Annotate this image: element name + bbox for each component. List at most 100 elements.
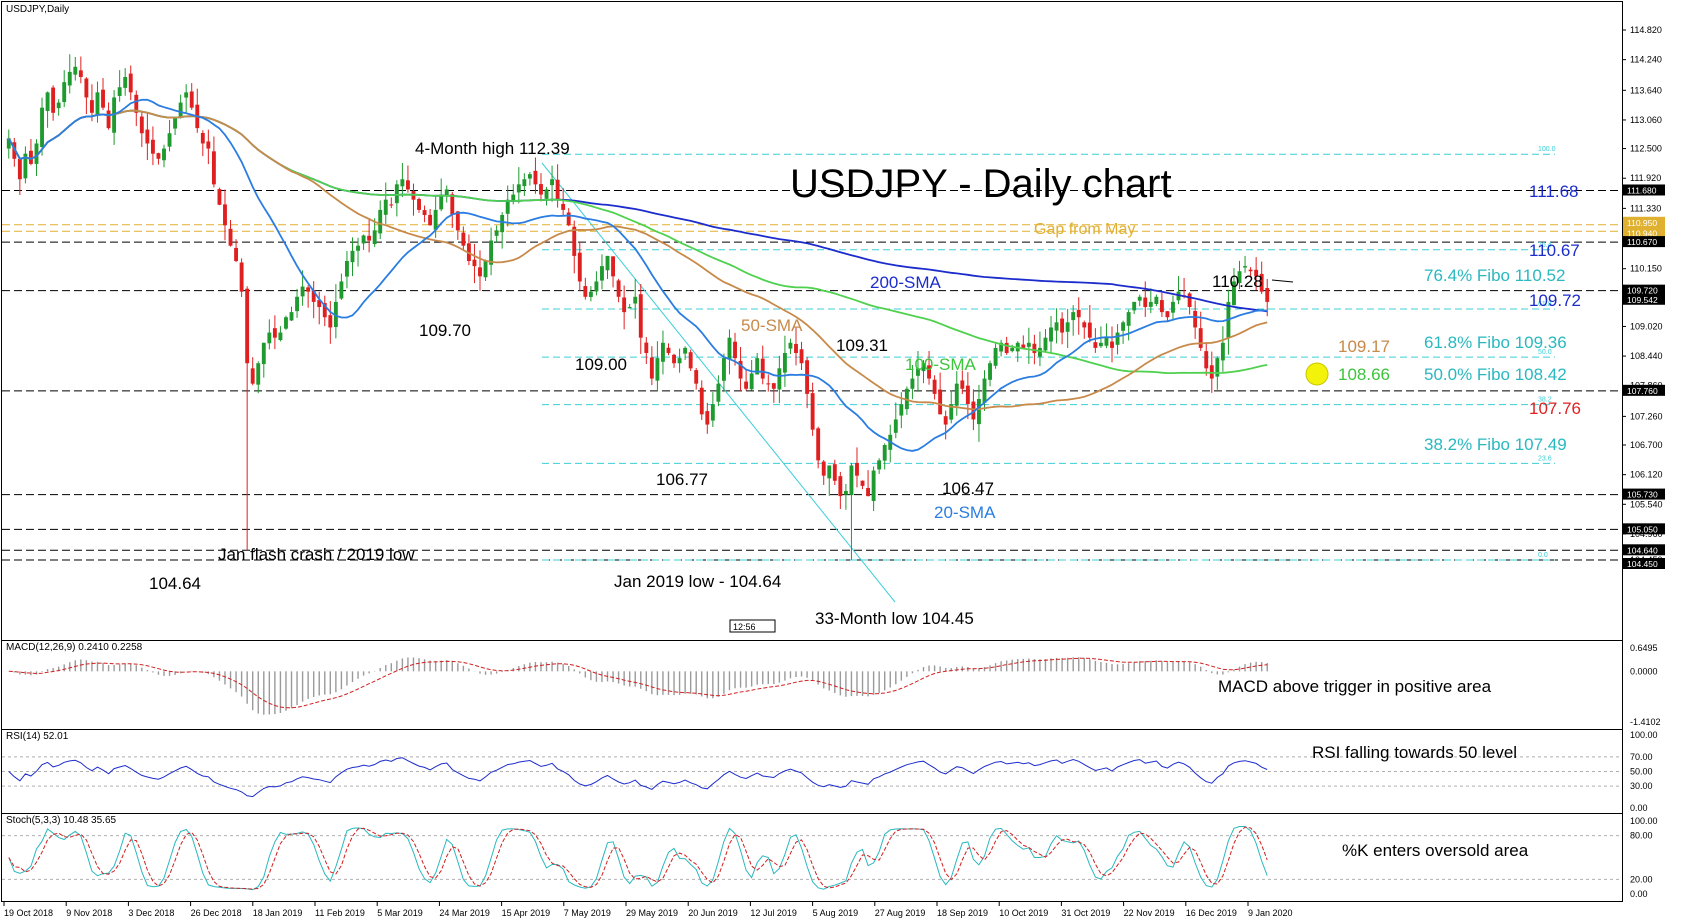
date-tick-label: 7 May 2019: [564, 908, 611, 918]
candle-body: [311, 290, 316, 302]
candle-body: [1071, 312, 1076, 321]
candle-body: [1082, 322, 1087, 328]
candle-body: [916, 368, 920, 376]
candle-body: [605, 255, 610, 271]
candle-body: [1187, 293, 1192, 308]
stoch-plot: [2, 826, 1622, 891]
stoch-panel-border: [1, 813, 1623, 902]
candle-body: [56, 102, 61, 109]
price-badge: [1623, 227, 1665, 239]
price-badge: [1623, 184, 1665, 196]
candle-body: [444, 189, 449, 196]
macd-panel-border: [1, 640, 1623, 730]
label-flash-crash: Jan flash crash / 2019 low: [218, 545, 415, 564]
price-tick-label: 108.440: [1630, 351, 1663, 361]
candle-body: [345, 261, 349, 277]
label-109-17: 109.17: [1338, 337, 1390, 356]
price-badge-label: 107.760: [1627, 386, 1658, 396]
candle-body: [1004, 342, 1009, 354]
rsi-tick-label: 0.00: [1630, 803, 1648, 813]
label-4month-high: 4-Month high 112.39: [415, 139, 570, 158]
stoch-tick-label: 0.00: [1630, 889, 1648, 899]
candle-body: [849, 465, 854, 496]
label-106-47: 106.47: [942, 479, 994, 498]
candle-body: [616, 280, 621, 297]
candle-body: [1032, 343, 1037, 354]
candle-body: [1148, 301, 1153, 307]
main-panel-border: [1, 1, 1623, 641]
price-tick-label: 111.330: [1630, 203, 1661, 213]
candle-body: [145, 129, 150, 144]
candle-body: [256, 363, 261, 385]
candle-body: [921, 363, 926, 372]
candle-body: [1248, 269, 1253, 272]
candle-body: [300, 286, 305, 297]
macd-axis: 0.6495 0.0000 -1.4102: [1630, 643, 1661, 727]
rsi-annotation: RSI falling towards 50 level: [1312, 743, 1517, 762]
price-badge-label: 104.450: [1627, 559, 1658, 569]
candle-body: [223, 204, 227, 226]
label-109-70: 109.70: [419, 321, 471, 340]
candle-body: [1115, 332, 1120, 345]
label-20-sma: 20-SMA: [934, 503, 996, 522]
candle-body: [317, 300, 322, 308]
candle-body: [95, 92, 100, 116]
label-104-64: 104.64: [149, 574, 201, 593]
candle-body: [977, 399, 981, 425]
date-tick-label: 29 May 2019: [626, 908, 678, 918]
candle-body: [505, 199, 510, 214]
candle-body: [34, 143, 39, 164]
candle-body: [284, 317, 288, 329]
price-tick-label: 114.240: [1630, 55, 1662, 65]
candle-body: [1060, 318, 1065, 333]
candle-body: [1121, 322, 1126, 331]
price-badge: [1623, 216, 1665, 228]
rsi-axis: 100.00 70.00 50.00 30.00 0.00: [1630, 730, 1658, 813]
candle-body: [1065, 322, 1070, 332]
candle-body: [611, 256, 615, 277]
label-50-sma: 50-SMA: [741, 316, 803, 335]
price-tick-label: 113.640: [1630, 85, 1662, 95]
candle-body: [516, 184, 521, 193]
candle-body: [1198, 328, 1203, 348]
candle-body: [450, 194, 455, 216]
date-tick-label: 18 Sep 2019: [937, 908, 988, 918]
candle-body: [239, 262, 244, 292]
candle-body: [1159, 300, 1164, 313]
price-badge: [1623, 544, 1665, 556]
candle-body: [51, 87, 56, 113]
candle-body: [267, 332, 272, 344]
candle-body: [333, 301, 338, 327]
candle-body: [162, 148, 166, 161]
candle-body: [1171, 301, 1175, 313]
candle-body: [749, 373, 754, 390]
rsi-tick-label: 30.00: [1630, 781, 1653, 791]
candle-body: [217, 189, 222, 205]
candle-body: [572, 226, 577, 256]
candle-body: [45, 92, 50, 111]
candle-body: [649, 357, 654, 379]
candle-body: [583, 286, 588, 297]
candle-body: [771, 383, 776, 389]
stoch-annotation: %K enters oversold area: [1342, 841, 1529, 860]
stoch-header: Stoch(5,3,3) 10.48 35.65: [6, 815, 117, 826]
candle-body: [810, 393, 815, 430]
candle-body: [200, 132, 205, 144]
candle-body: [677, 358, 682, 364]
candle-body: [661, 342, 665, 362]
candle-body: [683, 347, 688, 354]
candle-body: [123, 77, 128, 88]
price-badge-label: 109.542: [1627, 295, 1658, 305]
sma-20-line: [8, 98, 1268, 452]
candle-body: [544, 189, 549, 199]
stoch-tick-label: 20.00: [1630, 874, 1653, 884]
rsi-tick-label: 50.00: [1630, 767, 1653, 777]
candle-body: [627, 307, 632, 309]
date-axis: 19 Oct 2018 9 Nov 2018 3 Dec 2018 26 Dec 20…: [3, 902, 1293, 918]
candle-body: [1021, 344, 1026, 348]
candle-body: [483, 261, 488, 278]
candle-body: [78, 70, 83, 78]
candle-body: [206, 141, 211, 149]
rsi-tick-label: 100.00: [1630, 730, 1658, 740]
macd-tick-label: -1.4102: [1630, 717, 1661, 727]
